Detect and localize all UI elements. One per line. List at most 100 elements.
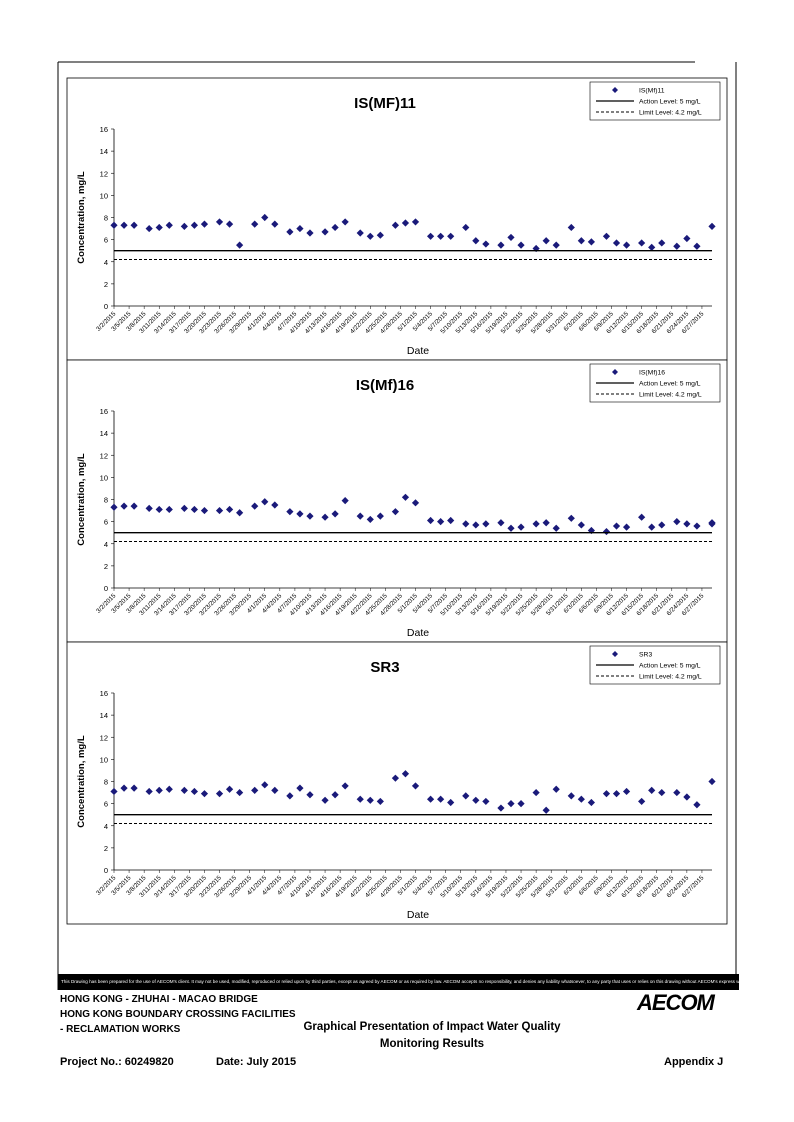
data-point xyxy=(401,770,410,778)
data-point xyxy=(180,786,188,794)
data-point xyxy=(296,510,304,518)
data-point xyxy=(507,524,515,532)
chart-title: IS(MF)11 xyxy=(354,95,416,112)
y-tick-label: 0 xyxy=(104,866,108,875)
data-point xyxy=(145,224,153,233)
data-point xyxy=(341,218,349,226)
data-point xyxy=(200,506,209,515)
data-point xyxy=(411,499,420,507)
data-point xyxy=(391,221,400,229)
data-point xyxy=(638,239,646,247)
data-point xyxy=(261,213,269,222)
data-point xyxy=(180,222,188,230)
data-point xyxy=(236,241,244,249)
y-axis-label: Concentration, mg/L xyxy=(76,735,87,828)
data-point xyxy=(321,513,329,521)
data-point xyxy=(321,796,329,804)
data-point xyxy=(472,796,480,804)
x-axis-label: Date xyxy=(407,345,429,357)
legend-entry-label: Limit Level: 4.2 mg/L xyxy=(639,674,702,681)
data-point xyxy=(296,784,304,792)
y-tick-label: 2 xyxy=(104,280,108,289)
data-point xyxy=(130,502,138,510)
data-point xyxy=(612,522,621,530)
report-date: Date: July 2015 xyxy=(216,1056,297,1068)
data-point xyxy=(658,239,666,247)
chart-panel-3: SR302468101214163/2/20153/5/20153/8/2015… xyxy=(66,641,728,925)
data-point xyxy=(542,806,550,814)
data-point xyxy=(331,223,339,232)
data-point xyxy=(261,498,269,506)
data-point xyxy=(472,521,480,529)
data-point xyxy=(225,785,234,793)
data-point xyxy=(356,512,364,520)
data-point xyxy=(225,220,234,228)
project-line-1: HONG KONG - ZHUHAI - MACAO BRIDGE xyxy=(60,994,258,1005)
y-tick-label: 10 xyxy=(100,755,108,764)
y-tick-label: 16 xyxy=(100,125,108,134)
data-point xyxy=(331,510,339,518)
data-point xyxy=(683,234,691,243)
data-point xyxy=(215,218,224,226)
data-point xyxy=(190,505,199,514)
chart-title: SR3 xyxy=(370,659,399,676)
y-tick-label: 12 xyxy=(100,169,108,178)
data-point xyxy=(567,792,575,800)
data-point xyxy=(145,787,153,796)
data-point xyxy=(552,524,560,532)
data-point xyxy=(622,787,631,796)
legend-entry-label: IS(Mf)11 xyxy=(639,88,665,95)
legend-entry-label: Action Level: 5 mg/L xyxy=(639,381,701,388)
data-point xyxy=(587,798,595,807)
chart-border xyxy=(66,359,728,643)
data-point xyxy=(683,520,691,528)
data-point xyxy=(391,774,400,782)
data-point xyxy=(120,502,128,510)
data-point xyxy=(271,220,279,228)
data-point xyxy=(356,229,364,237)
data-point xyxy=(462,792,470,800)
data-point xyxy=(366,515,374,524)
data-point xyxy=(261,781,269,789)
data-point xyxy=(366,232,374,240)
data-point xyxy=(482,520,490,528)
legend-entry-label: Limit Level: 4.2 mg/L xyxy=(639,392,702,399)
data-point xyxy=(517,800,525,808)
data-point xyxy=(411,218,420,226)
data-point xyxy=(673,242,681,250)
data-point xyxy=(296,224,304,233)
y-tick-label: 10 xyxy=(100,191,108,200)
project-number: Project No.: 60249820 xyxy=(60,1056,174,1068)
data-point xyxy=(120,784,128,792)
data-point xyxy=(602,790,611,798)
chart-title: IS(Mf)16 xyxy=(356,377,414,394)
data-point xyxy=(542,519,550,527)
figure-title-line-2: Monitoring Results xyxy=(379,1038,485,1050)
y-tick-label: 8 xyxy=(104,214,108,223)
data-point xyxy=(271,786,279,794)
x-axis-label: Date xyxy=(407,909,429,921)
data-point xyxy=(532,520,540,528)
data-point xyxy=(165,221,173,229)
data-point xyxy=(708,777,716,786)
y-tick-label: 0 xyxy=(104,302,108,311)
data-point xyxy=(376,512,384,520)
data-point xyxy=(286,508,294,516)
y-tick-label: 2 xyxy=(104,844,108,853)
chart-border xyxy=(66,641,728,925)
data-point xyxy=(622,523,631,531)
data-point xyxy=(215,790,224,798)
data-point xyxy=(271,501,279,509)
y-tick-label: 6 xyxy=(104,518,108,527)
data-point xyxy=(648,523,656,531)
legend-marker-symbol xyxy=(612,369,618,375)
data-point xyxy=(658,521,666,529)
legend-marker-symbol xyxy=(612,651,618,657)
project-line-3: - RECLAMATION WORKS xyxy=(60,1024,181,1035)
project-line-2: HONG KONG BOUNDARY CROSSING FACILITIES xyxy=(60,1009,296,1020)
data-point xyxy=(426,795,435,803)
data-point xyxy=(190,787,199,796)
data-point xyxy=(602,232,611,240)
data-point xyxy=(130,784,138,792)
